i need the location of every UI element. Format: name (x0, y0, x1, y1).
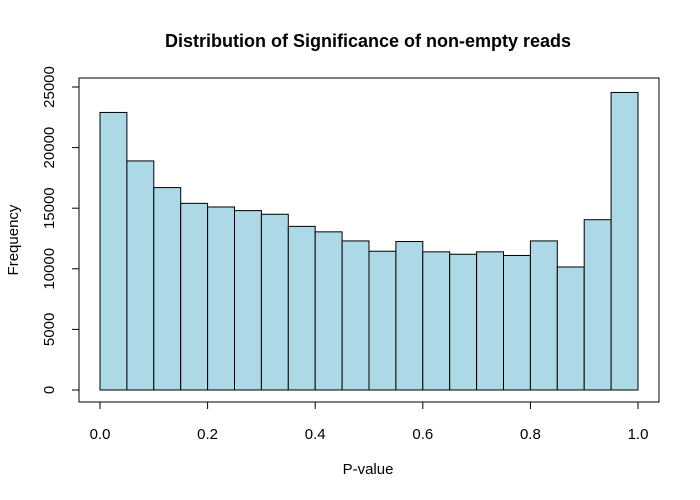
x-tick-label: 0.6 (412, 426, 433, 443)
y-tick-label: 0 (41, 386, 58, 394)
histogram-bar-14 (476, 251, 505, 391)
histogram-bar-0 (99, 111, 128, 391)
y-tick-label: 10000 (41, 248, 58, 290)
histogram-bar-4 (207, 206, 236, 391)
x-tick-label: 1.0 (628, 426, 649, 443)
histogram-bar-7 (287, 225, 316, 391)
y-tick-label: 5000 (41, 313, 58, 346)
histogram-bar-19 (610, 91, 639, 391)
histogram-bar-18 (583, 219, 612, 391)
histogram-bar-16 (529, 240, 558, 391)
histogram-bar-2 (153, 187, 182, 391)
histogram-bar-9 (341, 240, 370, 391)
y-tick-label: 15000 (41, 187, 58, 229)
histogram-bar-1 (126, 160, 155, 391)
histogram-bar-13 (449, 253, 478, 391)
y-tick-label: 20000 (41, 127, 58, 169)
histogram-bar-8 (314, 231, 343, 391)
histogram-bar-12 (422, 251, 451, 391)
y-axis-label: Frequency (5, 204, 22, 275)
x-tick-label: 0.0 (90, 426, 111, 443)
histogram-bar-5 (234, 210, 262, 391)
y-axis: 0 5000 10000 15000 20000 25000 (41, 66, 80, 394)
chart-title: Distribution of Significance of non-empt… (165, 31, 571, 51)
x-tick-label: 0.8 (520, 426, 541, 443)
y-tick-label: 25000 (41, 66, 58, 108)
histogram-bar-3 (180, 202, 209, 391)
histogram-bars (99, 91, 639, 391)
histogram-bar-11 (395, 241, 424, 391)
x-tick-label: 0.2 (197, 426, 218, 443)
x-axis: 0.0 0.2 0.4 0.6 0.8 1.0 (90, 401, 649, 443)
histogram-bar-17 (556, 266, 585, 391)
x-axis-label: P-value (343, 461, 394, 478)
histogram-bar-15 (503, 254, 531, 391)
histogram-bar-6 (260, 213, 289, 391)
x-tick-label: 0.4 (305, 426, 326, 443)
histogram-bar-10 (368, 250, 397, 391)
